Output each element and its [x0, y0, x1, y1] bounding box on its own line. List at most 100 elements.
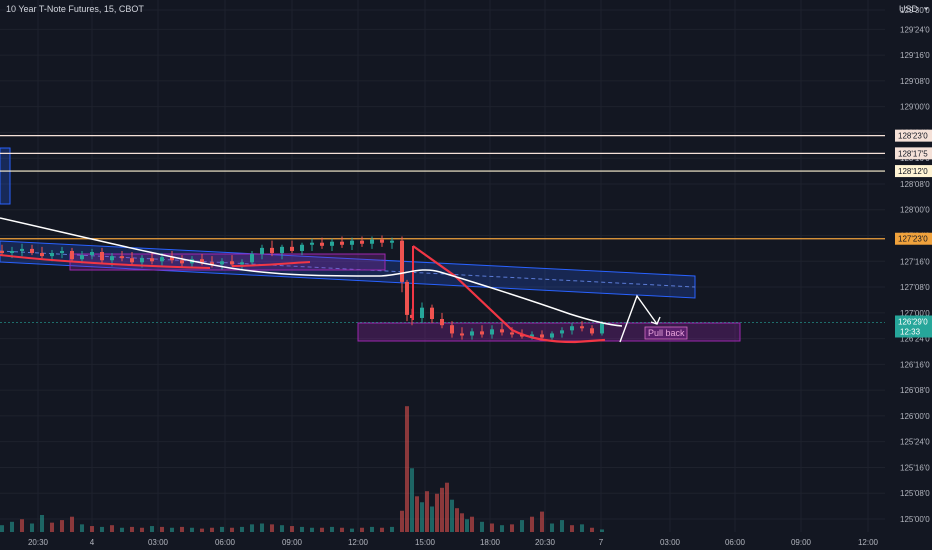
candle — [270, 240, 274, 257]
candle-body — [390, 240, 394, 243]
currency-label[interactable]: USD — [898, 4, 918, 14]
candle — [570, 323, 574, 335]
price-level-badge — [895, 129, 932, 142]
time-tick-label: 12:00 — [858, 538, 879, 547]
volume-bar — [380, 527, 384, 532]
chevron-down-icon[interactable]: ▾ — [924, 6, 928, 13]
price-tick-label: 127'08'0 — [900, 283, 930, 292]
candle-body — [10, 250, 14, 254]
candle-body — [50, 253, 54, 257]
candle — [540, 330, 544, 340]
price-tick-label: 129'16'0 — [900, 51, 930, 60]
candle-body — [405, 281, 409, 315]
candle-body — [300, 244, 304, 251]
volume-bar — [240, 526, 244, 532]
candle — [500, 323, 504, 336]
volume-bar — [0, 525, 4, 532]
volume-bar — [400, 510, 404, 532]
candle — [310, 238, 314, 251]
candle-body — [210, 262, 214, 265]
time-tick-label: 4 — [90, 538, 95, 547]
candle — [280, 244, 284, 260]
candle — [220, 258, 224, 270]
time-tick-label: 09:00 — [282, 538, 303, 547]
candle-body — [230, 261, 234, 265]
time-tick-label: 7 — [599, 538, 604, 547]
volume-bar — [190, 527, 194, 532]
candle — [120, 250, 124, 262]
candle-body — [310, 242, 314, 245]
candle-body — [20, 248, 24, 251]
price-tick-label: 125'00'0 — [900, 515, 930, 524]
candle-body — [280, 246, 284, 254]
candle — [300, 242, 304, 256]
candle-body — [590, 328, 594, 334]
trend-curve-upper — [0, 254, 311, 269]
volume-bar — [440, 487, 444, 532]
candle — [330, 238, 334, 251]
candle-body — [110, 256, 114, 261]
candle — [480, 325, 484, 338]
candle-body — [550, 333, 554, 338]
candle-body — [510, 332, 514, 335]
channel-midline — [0, 250, 696, 288]
time-axis-bg — [0, 533, 932, 550]
volume-bar — [340, 527, 344, 532]
candle — [470, 328, 474, 340]
price-tick-label: 129'08'0 — [900, 77, 930, 86]
volume-bar — [230, 527, 234, 532]
volume-bar — [570, 525, 574, 532]
time-tick-label: 15:00 — [415, 538, 436, 547]
candle — [40, 246, 44, 259]
current-price-badge — [895, 315, 932, 338]
price-tick-label: 126'08'0 — [900, 386, 930, 395]
annotation-box — [644, 326, 688, 340]
candle-body — [440, 319, 444, 326]
projection-arrow — [619, 294, 661, 343]
candle-body — [350, 240, 354, 245]
volume-bar — [330, 526, 334, 532]
volume-bar — [445, 482, 449, 532]
candle-body — [400, 240, 404, 282]
candle-body — [570, 326, 574, 331]
volume-bar — [170, 527, 174, 532]
volume-bar — [180, 526, 184, 532]
candle-body — [520, 334, 524, 337]
volume-bar — [30, 523, 34, 532]
candle-body — [470, 331, 474, 336]
candle — [210, 256, 214, 268]
volume-bar — [260, 523, 264, 532]
volume-bar — [150, 526, 154, 532]
candle — [70, 247, 74, 263]
volume-bar — [90, 526, 94, 532]
price-tick-label: 125'16'0 — [900, 463, 930, 472]
candle — [20, 243, 24, 257]
candle-body — [600, 323, 604, 334]
candle-body — [70, 250, 74, 260]
volume-bar — [350, 528, 354, 532]
price-tick-label: 125'24'0 — [900, 438, 930, 447]
volume-bar — [510, 524, 514, 532]
volume-bar — [250, 524, 254, 532]
candle — [180, 255, 184, 268]
volume-bar — [550, 523, 554, 532]
volume-bar — [10, 521, 14, 532]
volume-bar — [460, 513, 464, 532]
candle-body — [150, 258, 154, 262]
volume-bar — [280, 525, 284, 532]
volume-bar — [465, 519, 469, 532]
candle-body — [380, 239, 384, 243]
candle — [230, 255, 234, 267]
price-level-label: 128'23'0 — [898, 132, 928, 141]
volume-bar — [370, 526, 374, 532]
chart-title: 10 Year T-Note Futures, 15, CBOT — [6, 4, 144, 14]
candle — [240, 259, 244, 270]
volume-bar — [490, 523, 494, 532]
volume-bar — [300, 526, 304, 532]
price-level-badge — [895, 165, 932, 178]
volume-bar — [140, 527, 144, 532]
volume-bar — [470, 516, 474, 532]
candle — [60, 246, 64, 259]
